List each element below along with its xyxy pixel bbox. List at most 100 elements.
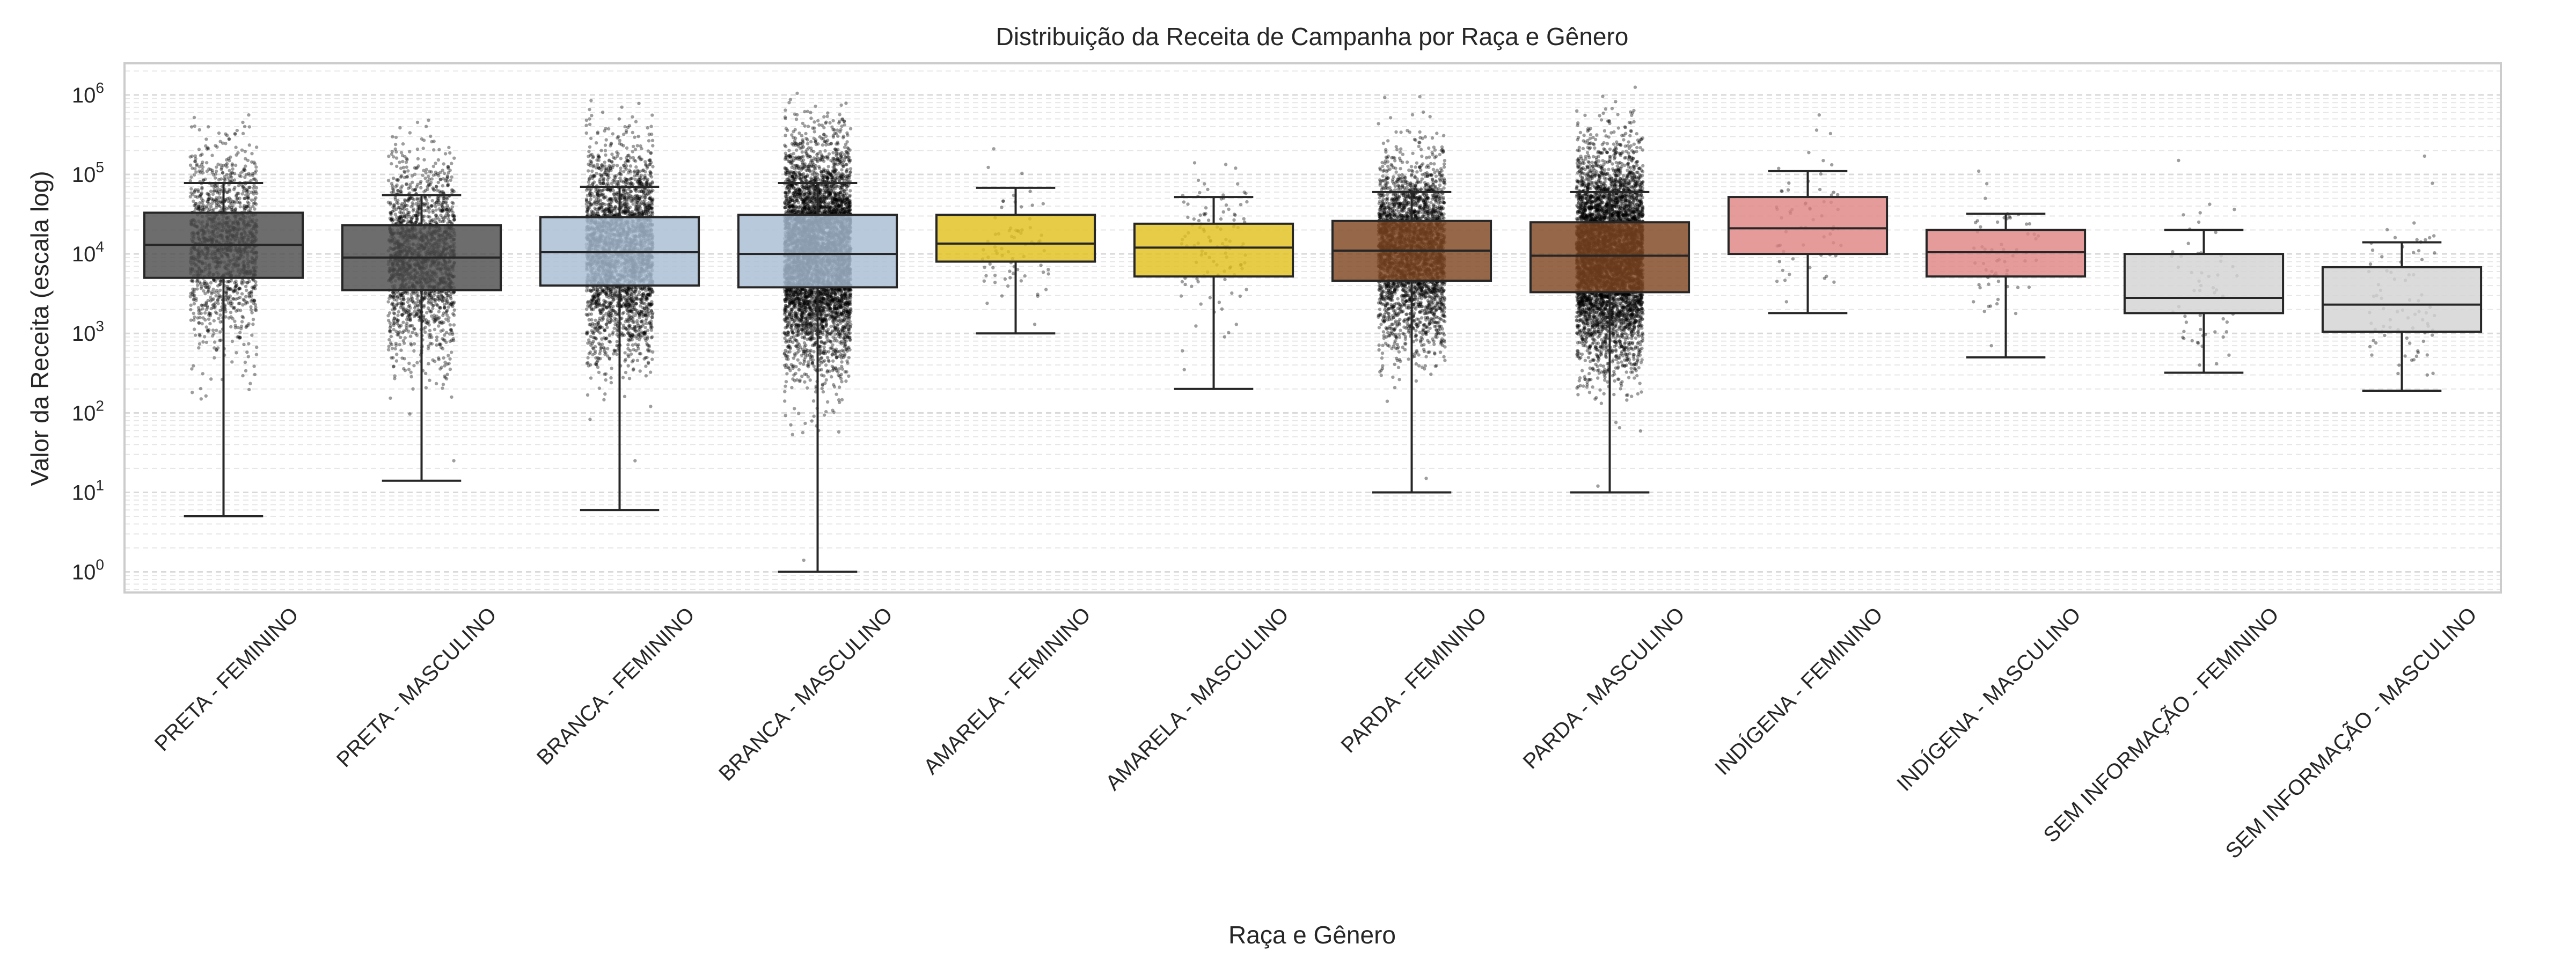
jitter-point: [407, 196, 411, 200]
jitter-point: [628, 314, 632, 318]
jitter-point: [447, 145, 451, 149]
jitter-point: [430, 342, 434, 346]
jitter-point: [244, 369, 248, 373]
jitter-point: [255, 345, 259, 349]
jitter-point: [229, 310, 233, 314]
jitter-point: [255, 191, 259, 195]
jitter-point: [227, 280, 231, 284]
jitter-point: [250, 290, 253, 294]
jitter-point: [449, 328, 453, 332]
jitter-point: [197, 321, 201, 325]
jitter-point: [594, 141, 598, 145]
jitter-point: [225, 165, 229, 169]
jitter-point: [226, 286, 230, 290]
jitter-point: [388, 294, 392, 298]
jitter-point: [216, 191, 219, 195]
jitter-point: [395, 353, 399, 356]
jitter-point: [393, 147, 397, 151]
jitter-point: [242, 342, 246, 346]
jitter-point: [442, 200, 445, 204]
jitter-point: [215, 196, 218, 200]
jitter-point: [639, 177, 643, 180]
jitter-point: [448, 219, 451, 224]
jitter-point: [247, 342, 251, 346]
jitter-point: [218, 309, 222, 312]
jitter-point: [392, 327, 396, 332]
jitter-point: [430, 140, 434, 144]
jitter-point: [204, 340, 208, 345]
jitter-point: [217, 294, 222, 297]
jitter-point: [233, 288, 237, 292]
jitter-point: [451, 337, 455, 341]
jitter-point: [249, 308, 253, 312]
jitter-point: [209, 281, 213, 285]
jitter-point: [191, 280, 195, 283]
jitter-point: [402, 341, 406, 345]
jitter-point: [633, 169, 637, 173]
jitter-point: [209, 377, 213, 381]
jitter-point: [425, 167, 428, 172]
jitter-point: [408, 412, 412, 416]
jitter-point: [387, 345, 391, 348]
jitter-point: [254, 189, 258, 193]
jitter-point: [392, 177, 396, 180]
jitter-point: [389, 202, 392, 206]
jitter-point: [189, 175, 193, 179]
jitter-point: [634, 297, 639, 301]
jitter-point: [590, 169, 594, 173]
jitter-point: [192, 298, 195, 302]
jitter-point: [452, 459, 456, 463]
jitter-point: [241, 186, 245, 189]
jitter-point: [253, 177, 257, 181]
jitter-point: [402, 329, 406, 333]
jitter-point: [195, 195, 199, 199]
jitter-point: [441, 347, 445, 350]
jitter-point: [423, 177, 427, 180]
jitter-point: [230, 302, 234, 305]
jitter-point: [203, 282, 207, 286]
jitter-point: [395, 178, 399, 182]
jitter-point: [229, 325, 233, 328]
jitter-point: [196, 306, 201, 310]
jitter-point: [431, 210, 435, 214]
jitter-point: [598, 352, 602, 356]
jitter-point: [219, 167, 223, 171]
jitter-point: [240, 148, 244, 152]
jitter-point: [598, 331, 602, 335]
jitter-point: [448, 367, 452, 371]
jitter-point: [214, 144, 217, 148]
jitter-point: [434, 204, 437, 208]
jitter-point: [238, 196, 241, 200]
jitter-point: [438, 306, 442, 310]
jitter-point: [427, 183, 431, 187]
jitter-point: [413, 306, 417, 310]
jitter-point: [218, 330, 222, 334]
jitter-point: [197, 312, 201, 316]
jitter-point: [392, 321, 397, 325]
jitter-point: [395, 317, 399, 321]
jitter-point: [193, 167, 197, 171]
jitter-point: [589, 99, 593, 103]
jitter-point: [196, 189, 200, 194]
jitter-point: [398, 342, 401, 347]
jitter-point: [409, 221, 413, 224]
jitter-point: [423, 325, 427, 329]
jitter-point: [424, 125, 428, 128]
jitter-point: [206, 298, 210, 303]
jitter-point: [199, 194, 202, 198]
jitter-point: [443, 305, 447, 309]
jitter-point: [245, 288, 248, 292]
jitter-point: [197, 333, 201, 336]
jitter-point: [443, 361, 447, 364]
jitter-point: [234, 194, 238, 198]
jitter-point: [235, 128, 239, 133]
jitter-point: [231, 288, 235, 292]
jitter-point: [197, 342, 202, 346]
jitter-point: [401, 320, 405, 324]
jitter-point: [426, 202, 429, 206]
jitter-point: [244, 207, 248, 210]
jitter-point: [210, 169, 214, 172]
jitter-point: [394, 135, 398, 140]
jitter-point: [403, 155, 407, 159]
jitter-point: [644, 364, 648, 368]
